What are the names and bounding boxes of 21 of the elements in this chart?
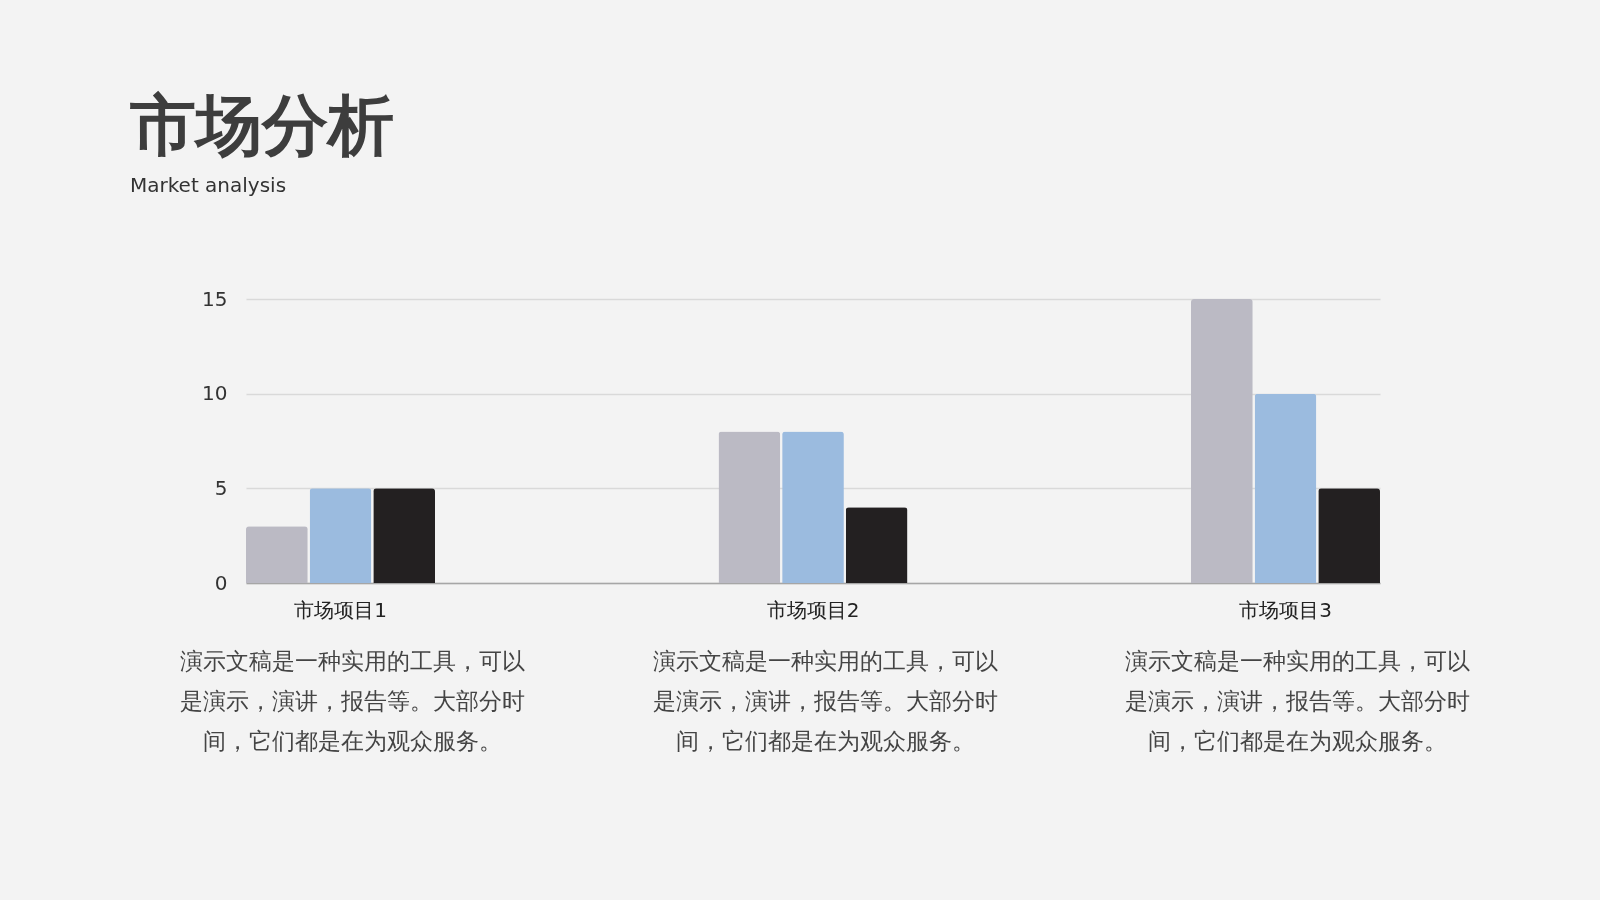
y-tick-label: 15 [202, 286, 228, 311]
x-tick-label: 市场项目1 [294, 597, 387, 622]
chart-subtitle: Market analysis [130, 173, 287, 197]
bar [1191, 299, 1253, 583]
bar [246, 526, 308, 583]
bar [782, 431, 844, 583]
text: 演示文稿是一种实用的工具，可以是演示，演讲，报告等。大部分时间，它们都是在为观众服务。 [1125, 648, 1470, 754]
y-tick-label: 10 [202, 381, 228, 406]
text: 演示文稿是一种实用的工具，可以是演示，演讲，报告等。大部分时间，它们都是在为观众服务。 [180, 648, 525, 754]
bar [1318, 488, 1380, 583]
x-tick-label: 市场项目3 [1239, 597, 1332, 622]
x-tick-label: 市场项目2 [766, 597, 860, 622]
y-tick-label: 0 [214, 570, 228, 595]
text: 演示文稿是一种实用的工具，可以是演示，演讲，报告等。大部分时间，它们都是在为观众服务。 [652, 648, 998, 754]
bar [1254, 393, 1317, 583]
bar [373, 488, 435, 583]
bar [845, 507, 908, 583]
y-tick-label: 5 [214, 475, 228, 500]
chart-title: 市场分析 [129, 87, 394, 164]
bar [718, 431, 781, 583]
bar [309, 488, 372, 583]
